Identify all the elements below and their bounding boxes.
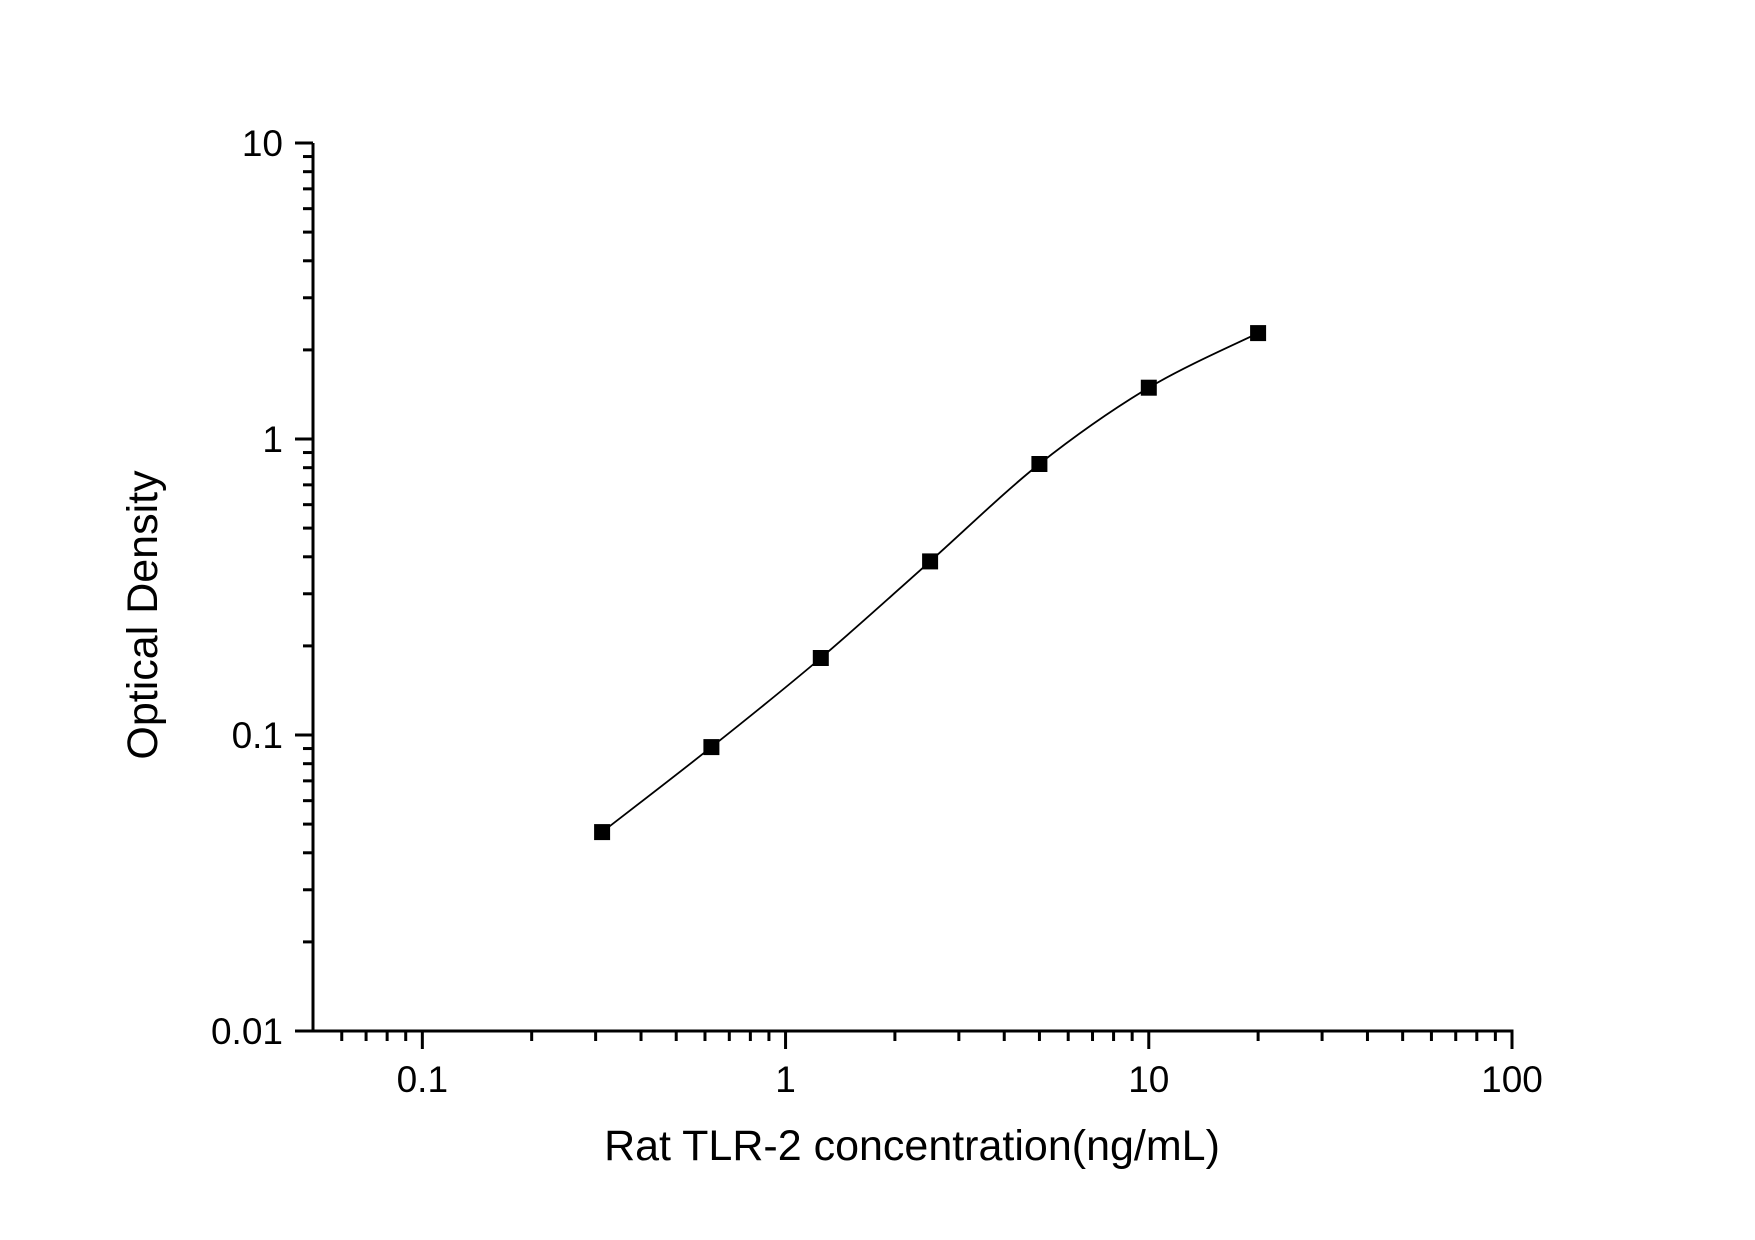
data-point-marker: [594, 824, 611, 841]
x-axis-title: Rat TLR-2 concentration(ng/mL): [604, 1122, 1220, 1170]
y-tick-label: 10: [242, 123, 283, 164]
y-tick-label: 1: [262, 419, 283, 460]
data-point-marker: [922, 553, 939, 570]
data-point-marker: [1140, 379, 1157, 396]
x-tick-label: 1: [775, 1059, 796, 1100]
x-tick-label: 100: [1481, 1059, 1543, 1100]
y-tick-label: 0.1: [232, 715, 283, 756]
x-tick-label: 10: [1128, 1059, 1169, 1100]
data-point-marker: [1250, 325, 1267, 342]
data-point-marker: [703, 739, 720, 756]
data-point-marker: [1031, 456, 1048, 472]
standard-curve-line: [601, 332, 1259, 833]
y-tick-label: 0.01: [211, 1011, 283, 1052]
data-point-marker: [812, 650, 829, 666]
y-axis-title: Optical Density: [119, 470, 167, 760]
x-tick-label: 0.1: [397, 1059, 448, 1100]
